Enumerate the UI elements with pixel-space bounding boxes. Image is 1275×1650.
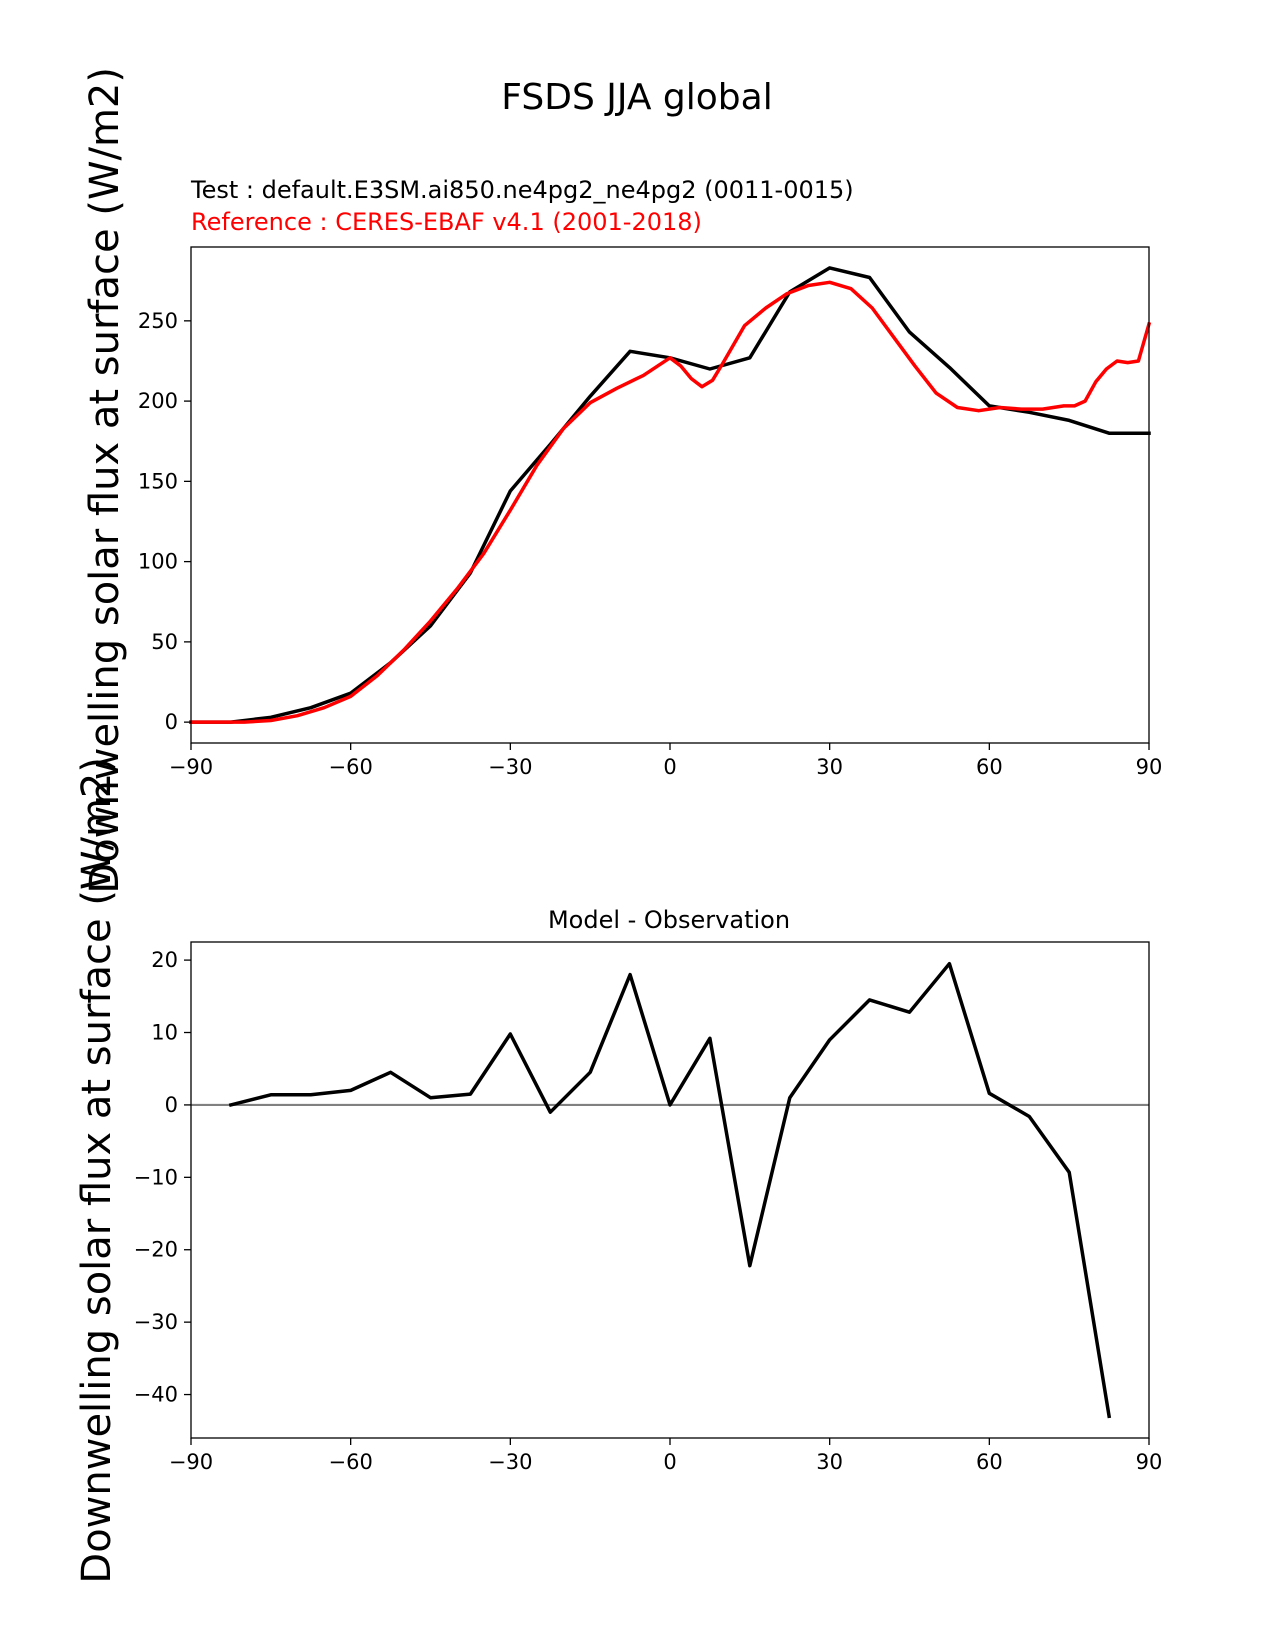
top-y-tick-label: 0 — [165, 710, 178, 734]
y-axis-label-bottom: Downwelling solar flux at surface (W/m2) — [74, 757, 120, 1584]
bottom-x-tick-label: 90 — [1136, 1450, 1163, 1474]
bottom-y-tick-label: 20 — [151, 948, 178, 972]
figure-title: FSDS JJA global — [501, 77, 772, 118]
bottom-y-tick-label: 10 — [151, 1021, 178, 1045]
top-x-tick-label: −60 — [329, 755, 373, 779]
top-plot-area: −90 −60 −30 0 30 60 90 0 50 100 150 200 250 — [138, 246, 1163, 779]
top-y-tick-label: 150 — [138, 469, 178, 493]
top-x-tick-label: 90 — [1136, 755, 1163, 779]
top-x-tick-label: 60 — [976, 755, 1003, 779]
diff-panel-title: Model - Observation — [548, 906, 790, 934]
bottom-x-tick-label: −60 — [329, 1450, 373, 1474]
top-y-tick-label: 100 — [138, 550, 178, 574]
reference-label: Reference : CERES-EBAF v4.1 (2001-2018) — [191, 208, 702, 236]
top-y-tick-label: 50 — [151, 630, 178, 654]
top-y-tick-label: 250 — [138, 309, 178, 333]
bottom-x-tick-label: 30 — [816, 1450, 843, 1474]
top-x-tick-label: −90 — [169, 755, 213, 779]
bottom-axes-frame — [190, 941, 1150, 1439]
top-series-line-1 — [189, 280, 1152, 724]
bottom-x-tick-label: −30 — [488, 1450, 532, 1474]
top-x-tick-label: 30 — [816, 755, 843, 779]
bottom-y-tick-label: −30 — [134, 1310, 178, 1334]
bottom-y-tick-label: −20 — [134, 1238, 178, 1262]
y-axis-label-top: Downwelling solar flux at surface (W/m2) — [82, 67, 128, 894]
bottom-plot-area: −90 −60 −30 0 30 60 90 −40 −30 −20 −10 0 10 20 — [134, 941, 1163, 1474]
bottom-y-tick-label: 0 — [165, 1093, 178, 1117]
bottom-x-tick-label: 60 — [976, 1450, 1003, 1474]
top-series-line-0 — [189, 266, 1151, 724]
top-x-tick-label: 0 — [663, 755, 676, 779]
top-x-tick-label: −30 — [488, 755, 532, 779]
bottom-x-tick-label: −90 — [169, 1450, 213, 1474]
top-axes-frame — [190, 246, 1150, 744]
test-label: Test : default.E3SM.ai850.ne4pg2_ne4pg2 … — [190, 176, 854, 204]
bottom-series-line-0 — [228, 961, 1112, 1419]
bottom-y-tick-label: −40 — [134, 1383, 178, 1407]
top-y-tick-label: 200 — [138, 389, 178, 413]
bottom-y-tick-label: −10 — [134, 1165, 178, 1189]
bottom-x-tick-label: 0 — [663, 1450, 676, 1474]
